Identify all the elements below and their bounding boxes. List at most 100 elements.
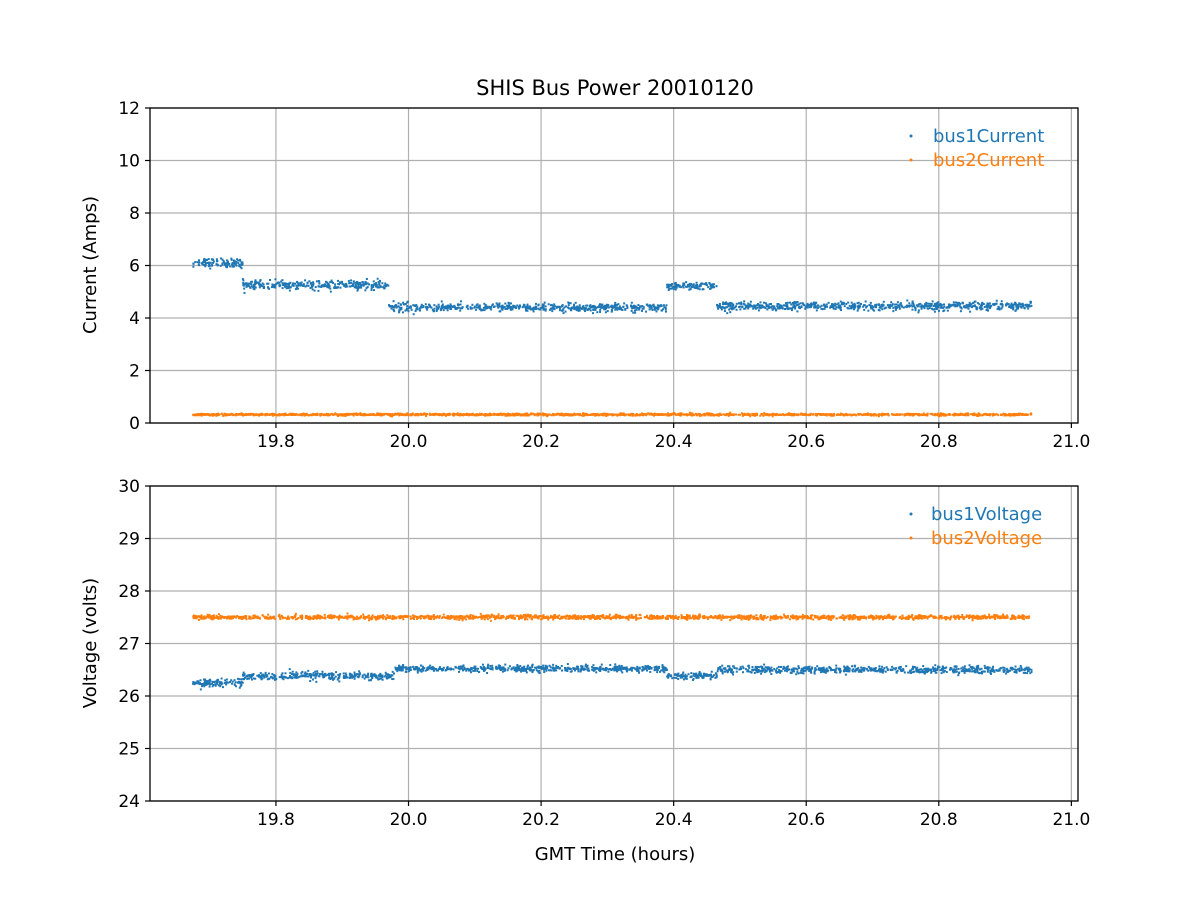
- bus1current-point: [798, 306, 801, 309]
- bus1current-point: [544, 309, 547, 312]
- bus1voltage-point: [196, 680, 199, 683]
- bus1current-point: [581, 305, 584, 308]
- bus1voltage-point: [661, 664, 664, 667]
- bus1current-point: [362, 284, 365, 287]
- x-tick-label: 20.0: [390, 432, 428, 452]
- bus1current-point: [995, 299, 998, 302]
- bus2current-point: [926, 412, 929, 415]
- bus1current-point: [459, 309, 462, 312]
- bus1current-point: [881, 308, 884, 311]
- bus1voltage-point: [496, 666, 499, 669]
- bus1current-point: [881, 305, 884, 308]
- bus1voltage-point: [440, 667, 443, 670]
- bus1voltage-point: [346, 676, 349, 679]
- bus1current-point: [943, 309, 946, 312]
- bus2current-point: [604, 412, 607, 415]
- bus1current-point: [911, 300, 914, 303]
- bus1voltage-point: [584, 665, 587, 668]
- bus1current-point: [709, 287, 712, 290]
- bus1voltage-point: [446, 666, 449, 669]
- bus1voltage-point: [642, 666, 645, 669]
- bus1voltage-point: [522, 669, 525, 672]
- bus1current-point: [839, 306, 842, 309]
- bus2current-point: [845, 413, 848, 416]
- bus1current-point: [747, 307, 750, 310]
- bus1current-point: [931, 300, 934, 303]
- bus2current-point: [568, 413, 571, 416]
- bus1current-point: [378, 286, 381, 289]
- bus2current-point: [684, 413, 687, 416]
- bus1voltage-point: [353, 677, 356, 680]
- bus1voltage-point: [852, 668, 855, 671]
- bus1voltage-point: [599, 665, 602, 668]
- bus1voltage-point: [242, 671, 245, 674]
- bus1current-point: [266, 282, 269, 285]
- bus1current-point: [960, 307, 963, 310]
- bus2current-point: [639, 413, 642, 416]
- bus1current-point: [226, 262, 229, 265]
- bus2current-point: [1012, 413, 1015, 416]
- bus1voltage-point: [960, 670, 963, 673]
- bus2current-point: [627, 414, 630, 417]
- bus1current-point: [549, 304, 552, 307]
- bus1voltage-point: [859, 669, 862, 672]
- bus1current-point: [589, 309, 592, 312]
- bus1voltage-point: [254, 677, 257, 680]
- bus1current-point: [1008, 306, 1011, 309]
- bus1current-point: [925, 301, 928, 304]
- bus1voltage-point: [399, 667, 402, 670]
- bus1current-point: [661, 308, 664, 311]
- bus1current-point: [726, 312, 729, 315]
- bus1current-point: [727, 304, 730, 307]
- bus1current-point: [292, 284, 295, 287]
- bus1current-point: [1015, 305, 1018, 308]
- bus1voltage-point: [656, 669, 659, 672]
- bus1current-point: [398, 306, 401, 309]
- bus1current-point: [928, 304, 931, 307]
- bus1current-point: [775, 308, 778, 311]
- bus1voltage-point: [446, 667, 448, 670]
- bus1current-point: [194, 261, 197, 264]
- bus1voltage-point: [1024, 671, 1027, 674]
- y-tick-label: 12: [118, 99, 140, 119]
- bus1voltage-point: [363, 677, 366, 680]
- bus1current-point: [363, 282, 366, 285]
- bus1current-point: [651, 308, 654, 311]
- bus1voltage-point: [378, 674, 381, 677]
- bus1voltage-point: [476, 670, 479, 673]
- bus2current-point: [994, 413, 997, 416]
- bus2current-point: [698, 412, 701, 415]
- bus1current-point: [230, 257, 233, 260]
- bus2current-point: [251, 413, 254, 416]
- bus2current-point: [592, 412, 595, 415]
- bus1current-point: [858, 306, 861, 309]
- bus1voltage-point: [690, 672, 693, 675]
- bus1voltage-point: [629, 667, 632, 670]
- bus1voltage-point: [491, 667, 494, 670]
- bus1voltage-point: [623, 666, 626, 669]
- bus2current-point: [1000, 414, 1003, 417]
- bus1voltage-point: [622, 668, 625, 671]
- bus1current-point: [732, 307, 735, 310]
- bus1voltage-point: [381, 674, 384, 677]
- y-tick-label: 10: [118, 152, 140, 172]
- bus1current-point: [919, 302, 922, 305]
- bus1current-point: [823, 304, 826, 307]
- bus2current-point: [355, 414, 358, 417]
- bus1current-point: [902, 306, 905, 309]
- bus1current-point: [383, 287, 386, 290]
- bus1current-point: [343, 284, 346, 287]
- bus1current-point: [610, 309, 613, 312]
- bus1current-point: [430, 306, 433, 309]
- bus2current-point: [861, 413, 864, 416]
- bus2current-point: [505, 414, 508, 417]
- bus2current-point: [336, 414, 339, 417]
- bus1current-point: [578, 304, 581, 307]
- bus1voltage-point: [234, 681, 237, 684]
- bus1current-point: [501, 305, 504, 308]
- bus1voltage-point: [342, 672, 345, 675]
- bus1current-point: [450, 304, 453, 307]
- bus1current-point: [596, 311, 599, 314]
- bus1voltage-point: [591, 666, 594, 669]
- bus2current-point: [803, 413, 806, 416]
